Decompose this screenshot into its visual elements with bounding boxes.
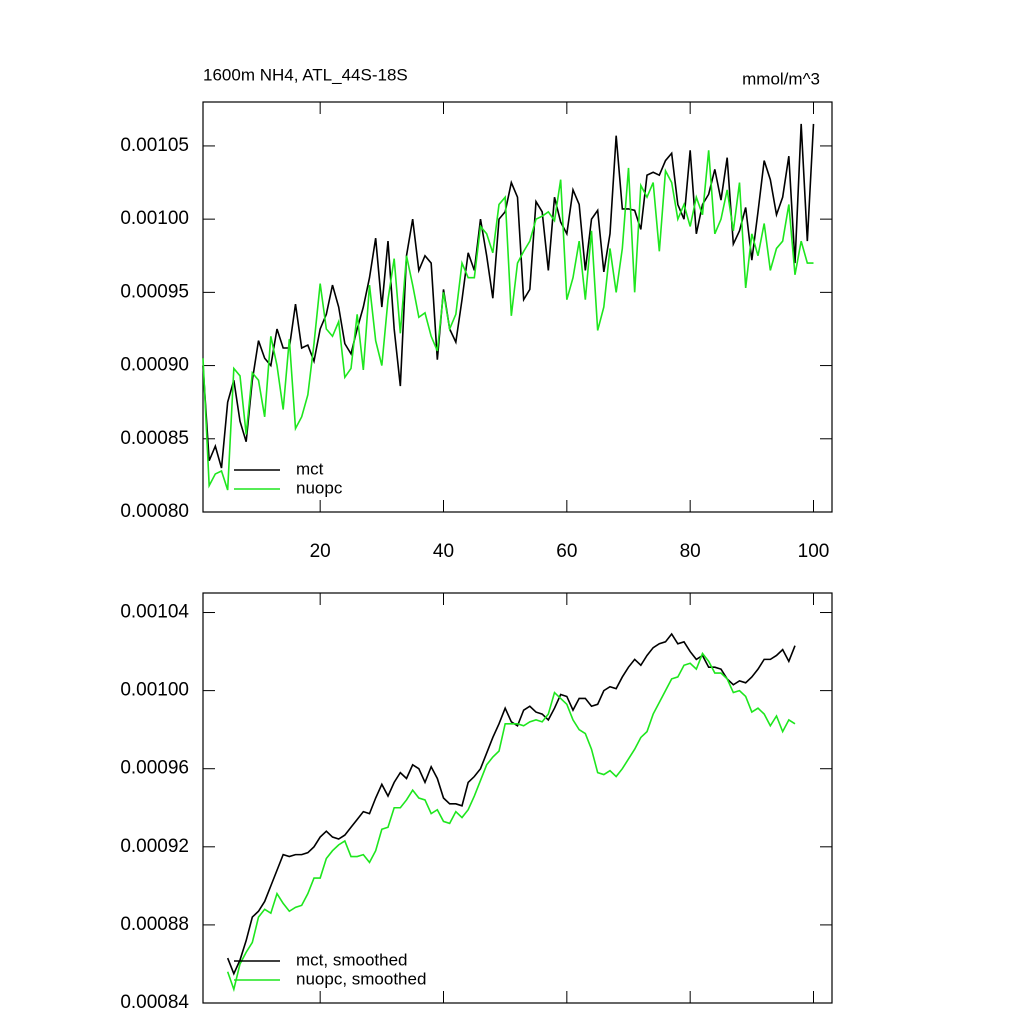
y-tick-label: 0.00104 [120, 602, 189, 623]
x-tick-label: 100 [798, 541, 830, 562]
legend-label: nuopc, smoothed [296, 969, 426, 988]
y-tick-label: 0.00085 [120, 428, 189, 449]
y-tick-label: 0.00092 [120, 836, 189, 857]
y-tick-label: 0.00100 [120, 680, 189, 701]
y-tick-label: 0.00084 [120, 992, 189, 1013]
legend-label: mct [296, 459, 324, 478]
y-tick-label: 0.00088 [120, 914, 189, 935]
y-tick-label: 0.00105 [120, 135, 189, 156]
series-line [226, 651, 796, 993]
y-tick-label: 0.00090 [120, 355, 189, 376]
x-tick-label: 80 [680, 541, 701, 562]
x-tick-label: 20 [310, 541, 331, 562]
y-tick-label: 0.00080 [120, 501, 189, 522]
plot-frame [202, 592, 833, 1004]
legend-label: nuopc [296, 478, 343, 497]
y-tick-label: 0.00096 [120, 758, 189, 779]
y-tick-label: 0.00100 [120, 208, 189, 229]
series-line [202, 150, 814, 491]
y-tick-label: 0.00095 [120, 281, 189, 302]
legend-label: mct, smoothed [296, 950, 408, 969]
units-label: mmol/m^3 [742, 69, 820, 88]
x-tick-label: 60 [556, 541, 577, 562]
x-tick-label: 40 [433, 541, 454, 562]
chart-title: 1600m NH4, ATL_44S-18S [203, 65, 408, 84]
plot-frame [202, 101, 833, 513]
series-line [226, 632, 796, 976]
